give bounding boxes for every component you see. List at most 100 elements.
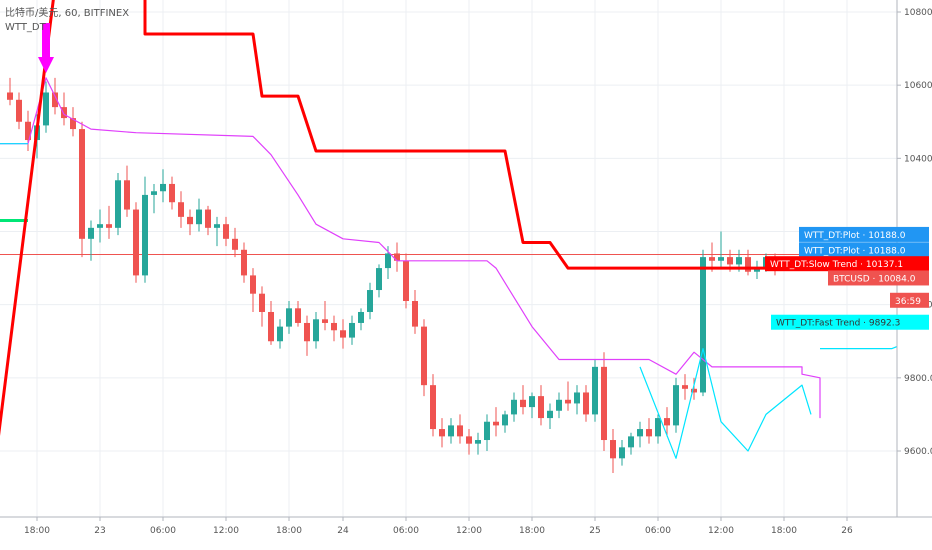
candle-body: [133, 209, 139, 276]
candle-body: [178, 202, 184, 217]
candle-body: [583, 392, 589, 415]
candle-body: [682, 385, 688, 389]
x-tick-label: 12:00: [213, 526, 239, 536]
candle-body: [385, 253, 391, 269]
candle-body: [736, 257, 742, 265]
candle-body: [340, 330, 346, 338]
candle-body: [709, 257, 715, 261]
signal-arrow-icon: [38, 22, 54, 73]
candle-body: [430, 385, 436, 430]
candle-body: [304, 322, 310, 342]
price-badge-label: WTT_DT:Slow Trend · 10137.1: [770, 260, 903, 270]
candle-body: [169, 183, 175, 203]
candle-body: [7, 92, 13, 100]
price-badge-label: 36:59: [895, 297, 921, 307]
x-axis-ticks: 18:00 23 06:00 12:00 18:00 24 06:00 12:00 18:00 2…: [24, 517, 853, 536]
candle-body: [295, 308, 301, 323]
candle-body: [277, 326, 283, 342]
price-badges: WTT_DT:Plot · 10188.0 WTT_DT:Plot · 10188…: [765, 226, 929, 330]
candle-body: [439, 429, 445, 437]
candle-body: [637, 429, 643, 437]
price-badge: [771, 314, 929, 330]
price-badge: [799, 226, 929, 242]
candle-body: [214, 224, 220, 228]
plot-area: [0, 0, 897, 473]
price-badge: [890, 292, 929, 308]
candle-body: [79, 129, 85, 239]
x-tick-label: 06:00: [393, 526, 419, 536]
price-badge: [828, 270, 929, 286]
candle-body: [493, 421, 499, 426]
candle-body: [646, 429, 652, 437]
candle-body: [664, 418, 670, 426]
fast-trend-line: [820, 345, 897, 350]
x-tick-label: 25: [589, 526, 600, 536]
price-badge-label: WTT_DT:Plot · 10188.0: [804, 231, 906, 241]
candle-body: [367, 290, 373, 312]
x-tick-label: 06:00: [645, 526, 671, 536]
candle-body: [142, 194, 148, 276]
candle-body: [70, 118, 76, 130]
candle-body: [61, 107, 67, 119]
chart-title: 比特币/美元, 60, BITFINEX: [5, 8, 130, 19]
x-tick-label: 23: [94, 526, 105, 536]
candle-body: [187, 216, 193, 225]
candle-body: [475, 440, 481, 444]
candle-body: [25, 121, 31, 141]
candle-body: [619, 447, 625, 459]
candle-body: [511, 399, 517, 415]
price-badge: [765, 256, 929, 272]
y-tick-label: 10400.0: [904, 154, 932, 164]
candle-body: [115, 180, 121, 228]
x-tick-label: 24: [337, 526, 349, 536]
x-tick-label: 06:00: [150, 526, 176, 536]
x-tick-label: 12:00: [708, 526, 734, 536]
candle-body: [700, 257, 706, 393]
candle-body: [331, 322, 337, 331]
candle-body: [196, 209, 202, 225]
candle-body: [106, 224, 112, 228]
candle-body: [547, 410, 553, 419]
x-tick-label: 12:00: [456, 526, 482, 536]
candle-body: [241, 249, 247, 276]
candle-body: [502, 414, 508, 426]
slow-trend-line: [0, 0, 897, 436]
candle-body: [655, 418, 661, 437]
candle-body: [97, 224, 103, 228]
candle-body: [466, 436, 472, 444]
candle-body: [394, 253, 400, 261]
x-tick-label: 18:00: [24, 526, 50, 536]
candle-body: [151, 191, 157, 195]
x-tick-label: 18:00: [519, 526, 545, 536]
candle-body: [565, 399, 571, 404]
candle-body: [457, 425, 463, 437]
candle-body: [268, 311, 274, 342]
candle-body: [484, 421, 490, 441]
candle-body: [313, 319, 319, 342]
price-badge-label: WTT_DT:Fast Trend · 9892.3: [776, 319, 900, 329]
candle-body: [322, 319, 328, 323]
candle-body: [691, 388, 697, 393]
candle-body: [745, 257, 751, 272]
y-tick-label: 9600.0: [904, 447, 932, 457]
candle-body: [52, 92, 58, 108]
price-badge-label: BTCUSD · 10084.0: [833, 274, 916, 284]
y-tick-label: 10600.0: [904, 81, 932, 91]
candle-body: [124, 180, 130, 210]
x-tick-label: 18:00: [771, 526, 797, 536]
candle-body: [421, 326, 427, 386]
y-tick-label: 9800.0: [904, 374, 932, 384]
candle-body: [556, 399, 562, 411]
candle-body: [538, 396, 544, 419]
candle-body: [610, 440, 616, 459]
candle-body: [88, 227, 94, 239]
candle-body: [601, 366, 607, 441]
y-tick-label: 10800.0: [904, 8, 932, 18]
candle-body: [628, 436, 634, 448]
candle-body: [232, 238, 238, 250]
candle-body: [574, 392, 580, 404]
candle-body: [529, 396, 535, 408]
candle-body: [286, 308, 292, 327]
candle-body: [259, 293, 265, 312]
